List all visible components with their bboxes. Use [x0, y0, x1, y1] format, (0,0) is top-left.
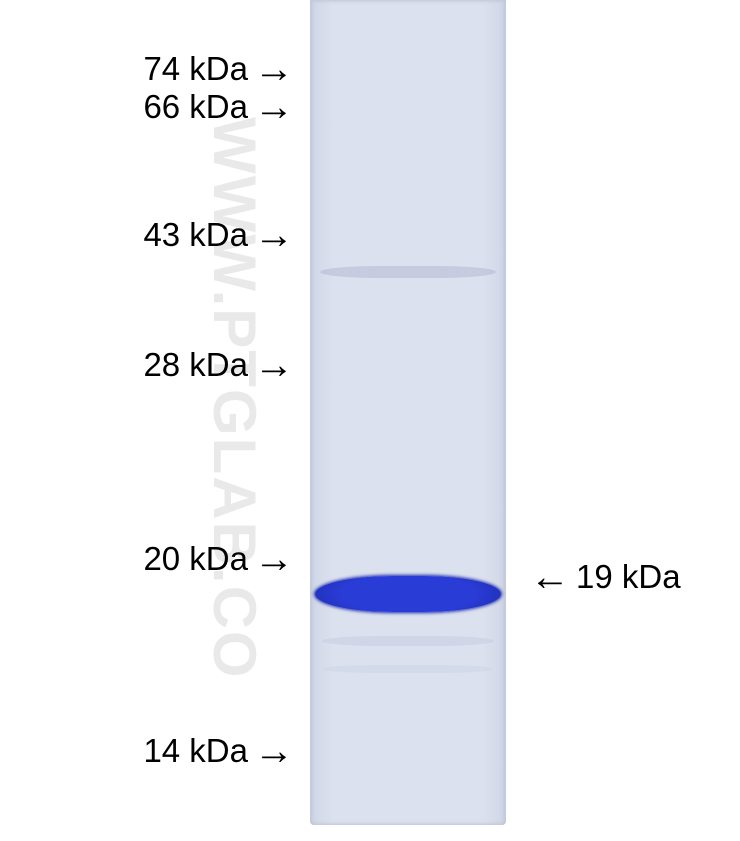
faint-band [322, 636, 494, 646]
gel-lane [310, 0, 506, 825]
ladder-marker: 43 kDa→ [143, 215, 300, 255]
gel-image-figure: WWW.PTGLAB.CO 74 kDa→66 kDa→43 kDa→28 kD… [0, 0, 740, 841]
ladder-marker-label: 43 kDa [143, 216, 248, 254]
ladder-marker: 74 kDa→ [143, 49, 300, 89]
ladder-marker: 66 kDa→ [143, 87, 300, 127]
ladder-marker: 14 kDa→ [143, 731, 300, 771]
arrow-right-icon: → [254, 87, 294, 127]
ladder-marker-label: 20 kDa [143, 540, 248, 578]
arrow-right-icon: → [254, 49, 294, 89]
arrow-right-icon: → [254, 539, 294, 579]
faint-band [323, 665, 493, 673]
arrow-left-icon: ← [530, 557, 570, 597]
result-marker: ← 19 kDa [524, 557, 681, 597]
faint-band [320, 266, 496, 278]
ladder-marker-label: 66 kDa [143, 88, 248, 126]
arrow-right-icon: → [254, 731, 294, 771]
main-protein-band [315, 576, 501, 612]
ladder-marker: 20 kDa→ [143, 539, 300, 579]
ladder-marker: 28 kDa→ [143, 345, 300, 385]
ladder-marker-label: 74 kDa [143, 50, 248, 88]
arrow-right-icon: → [254, 215, 294, 255]
result-marker-label: 19 kDa [576, 558, 681, 596]
arrow-right-icon: → [254, 345, 294, 385]
ladder-marker-label: 14 kDa [143, 732, 248, 770]
ladder-marker-label: 28 kDa [143, 346, 248, 384]
watermark-text: WWW.PTGLAB.CO [200, 117, 269, 680]
